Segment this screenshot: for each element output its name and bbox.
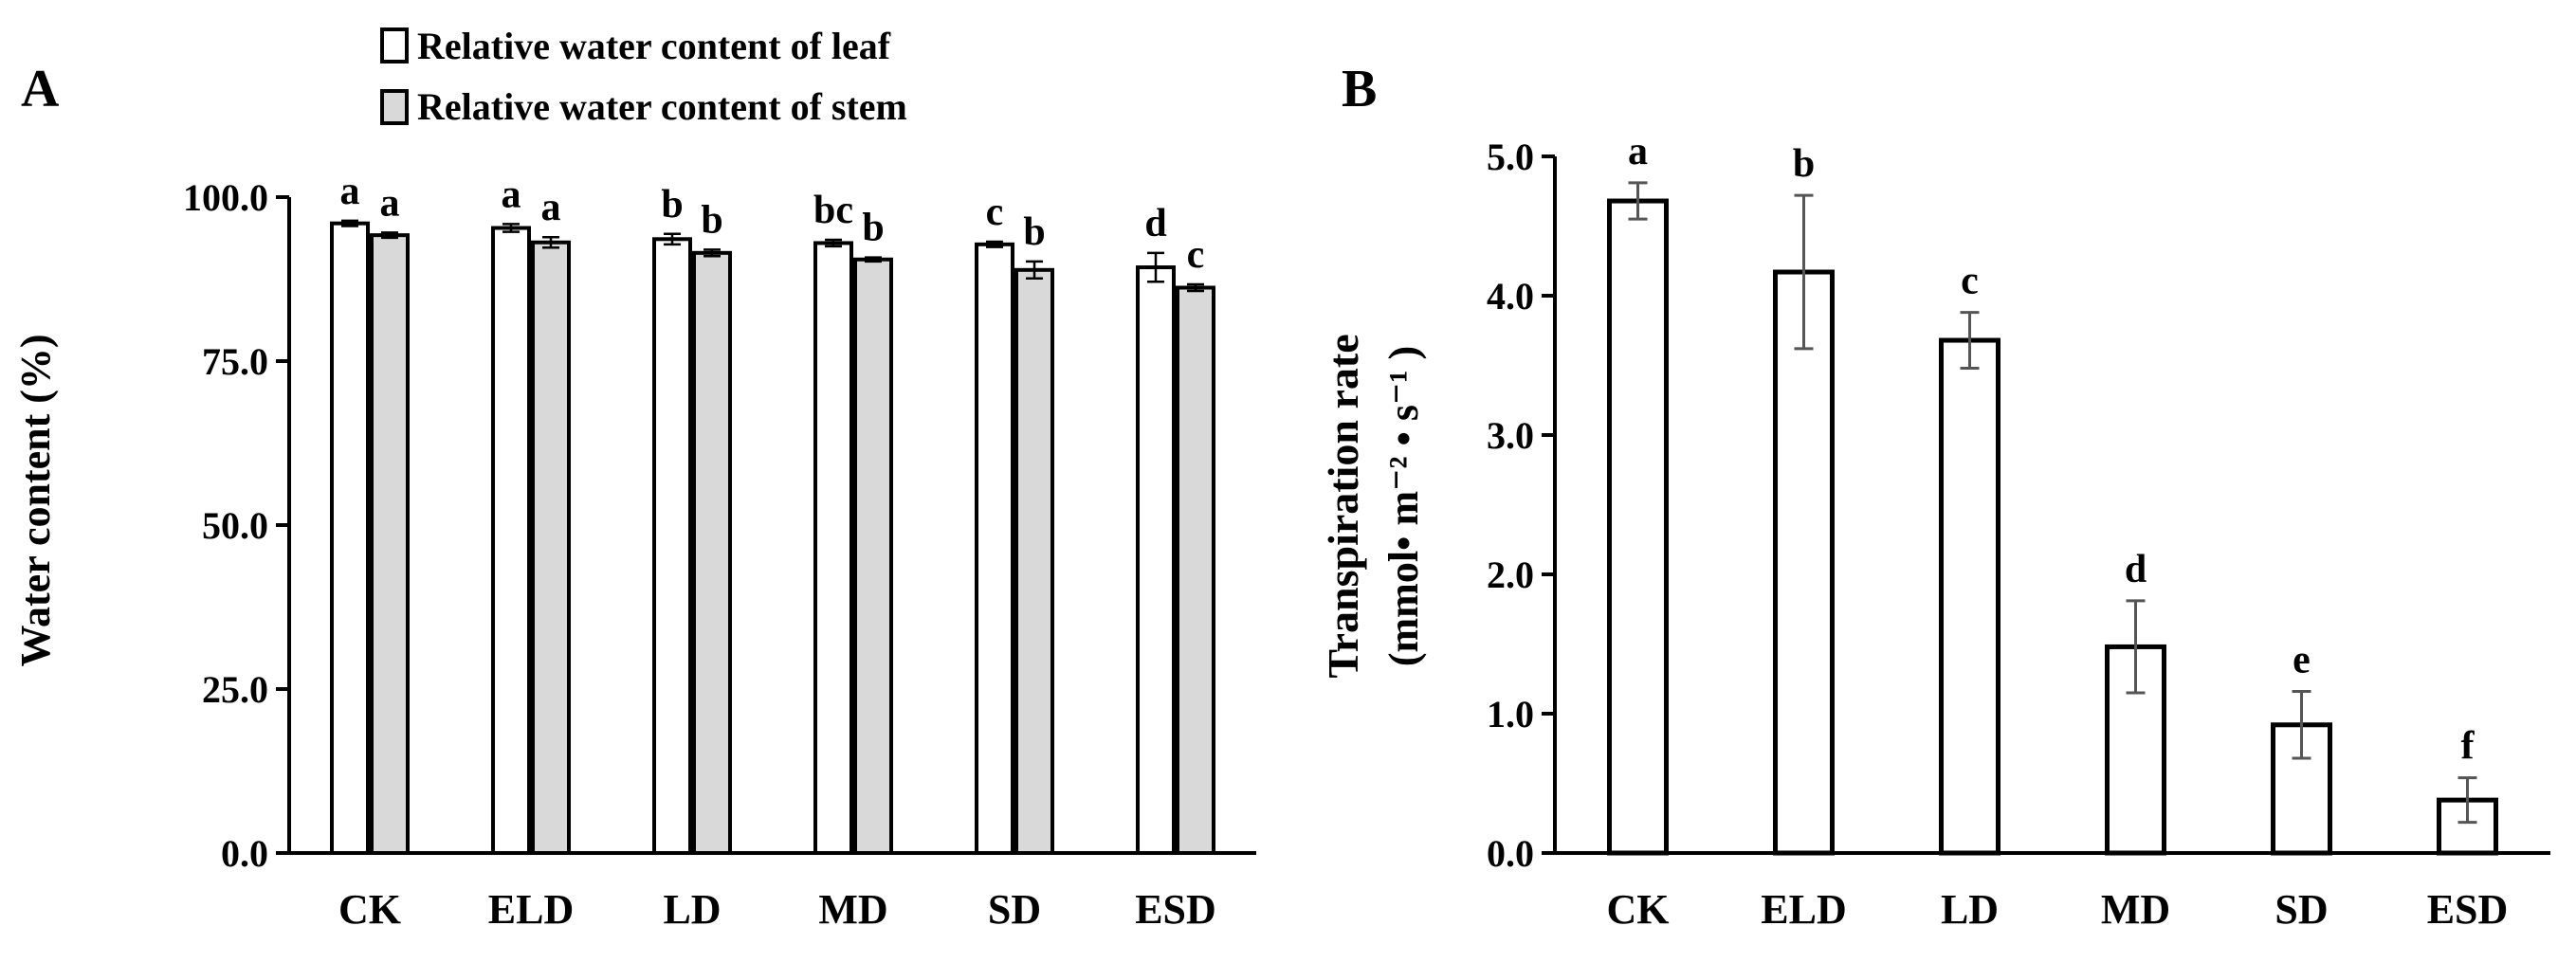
significance-letter: a — [1628, 130, 1648, 173]
bar-leaf-sd — [975, 242, 1014, 856]
error-bar — [1147, 251, 1164, 283]
x-tick-label: SD — [2275, 886, 2328, 933]
bar-leaf-eld — [491, 226, 531, 856]
y-tick-label: 3.0 — [1487, 414, 1534, 457]
error-bar — [2292, 689, 2311, 760]
bars-b: a b c d e f — [1607, 130, 2498, 856]
bar-stem-ld — [692, 250, 732, 855]
error-bar — [1026, 260, 1043, 281]
legend-label-leaf: Relative water content of leaf — [417, 25, 891, 67]
panel-a: A Relative water content of leaf Relativ… — [12, 25, 1256, 933]
x-tick-label: ESD — [2427, 886, 2509, 933]
significance-letter: a — [502, 172, 521, 216]
error-bar — [2126, 599, 2146, 695]
x-tick-label: ELD — [488, 886, 574, 933]
x-labels-a: CK ELD LD MD SD ESD — [338, 886, 1216, 933]
x-labels-b: CK ELD LD MD SD ESD — [1607, 886, 2509, 933]
x-tick-label: ESD — [1135, 886, 1216, 933]
y-tick-label: 2.0 — [1487, 554, 1534, 596]
x-tick-label: CK — [1607, 886, 1670, 933]
error-bar — [1794, 193, 1814, 351]
error-bar — [542, 235, 559, 249]
y-tick-label: 0.0 — [1487, 832, 1534, 875]
bar-ld — [1939, 337, 2001, 856]
bar-leaf-md — [813, 241, 853, 855]
significance-letter: b — [1793, 142, 1815, 186]
x-tick-label: ELD — [1761, 886, 1846, 933]
y-tick-label: 75.0 — [202, 340, 268, 383]
error-bar — [2457, 776, 2477, 825]
significance-letter: b — [862, 207, 884, 250]
panel-a-label: A — [21, 60, 60, 118]
significance-letter: bc — [813, 189, 853, 232]
significance-letter: f — [2461, 725, 2476, 769]
y-tick-label: 0.0 — [221, 832, 268, 875]
bar-stem-ck — [370, 233, 410, 856]
error-bar — [502, 223, 520, 233]
significance-letter: d — [2125, 548, 2147, 591]
significance-letter: b — [1023, 210, 1045, 254]
y-tick-label: 1.0 — [1487, 693, 1534, 735]
bar-stem-eld — [531, 240, 571, 856]
legend-label-stem: Relative water content of stem — [417, 85, 907, 128]
significance-letter: a — [340, 170, 360, 213]
significance-letter: c — [1187, 233, 1205, 277]
x-tick-label: LD — [663, 886, 721, 933]
significance-letter: a — [541, 186, 561, 229]
x-tick-label: CK — [338, 886, 401, 933]
y-tick-label: 4.0 — [1487, 275, 1534, 318]
legend: Relative water content of leaf Relative … — [380, 25, 907, 128]
y-tick-label: 25.0 — [202, 668, 268, 711]
error-bar — [1628, 181, 1648, 221]
error-bar — [1187, 282, 1204, 293]
error-bar — [664, 232, 681, 246]
bar-eld — [1773, 269, 1835, 856]
error-bar — [381, 231, 398, 240]
error-bar — [341, 219, 358, 227]
y-tick-label: 5.0 — [1487, 136, 1534, 178]
significance-letter: c — [1961, 260, 1979, 303]
error-bar — [865, 256, 882, 263]
y-tick-label: 50.0 — [202, 504, 268, 547]
error-bar — [986, 240, 1003, 248]
y-axis-label-b-line2: (mmol• m⁻² • s⁻¹ ) — [1380, 346, 1427, 666]
x-tick-label: MD — [2101, 886, 2170, 933]
x-tick-label: MD — [818, 886, 887, 933]
y-axis-label-a: Water content (%) — [12, 334, 59, 666]
x-tick-label: SD — [988, 886, 1041, 933]
bar-leaf-ck — [330, 221, 370, 855]
bar-ck — [1607, 198, 1669, 856]
significance-letter: b — [661, 183, 683, 227]
significance-letter: b — [701, 198, 722, 242]
bar-stem-md — [853, 257, 893, 855]
x-tick-label: LD — [1941, 886, 1999, 933]
error-bar — [703, 248, 721, 258]
significance-letter: d — [1144, 202, 1166, 245]
y-ticks-a: 0.0 25.0 50.0 75.0 100.0 — [183, 176, 289, 875]
significance-letter: c — [986, 191, 1004, 234]
y-tick-label: 100.0 — [183, 176, 268, 219]
legend-swatch-leaf — [380, 27, 409, 64]
bar-leaf-ld — [652, 237, 692, 855]
significance-letter: e — [2293, 638, 2311, 681]
error-bar — [825, 238, 842, 248]
panel-b-label: B — [1342, 60, 1377, 118]
legend-swatch-stem — [380, 89, 409, 125]
bar-stem-sd — [1014, 267, 1054, 855]
panel-b: B Transpiration rate (mmol• m⁻² • s⁻¹ ) … — [1319, 60, 2550, 933]
bar-leaf-esd — [1136, 265, 1176, 855]
bars-a: a a a a b b bc b c b dc — [330, 170, 1215, 856]
error-bar — [1960, 311, 1980, 370]
significance-letter: a — [380, 181, 400, 225]
bar-stem-esd — [1176, 285, 1215, 856]
y-axis-label-b-line1: Transpiration rate — [1319, 334, 1367, 678]
y-ticks-b: 0.0 1.0 2.0 3.0 4.0 5.0 — [1487, 136, 1555, 875]
